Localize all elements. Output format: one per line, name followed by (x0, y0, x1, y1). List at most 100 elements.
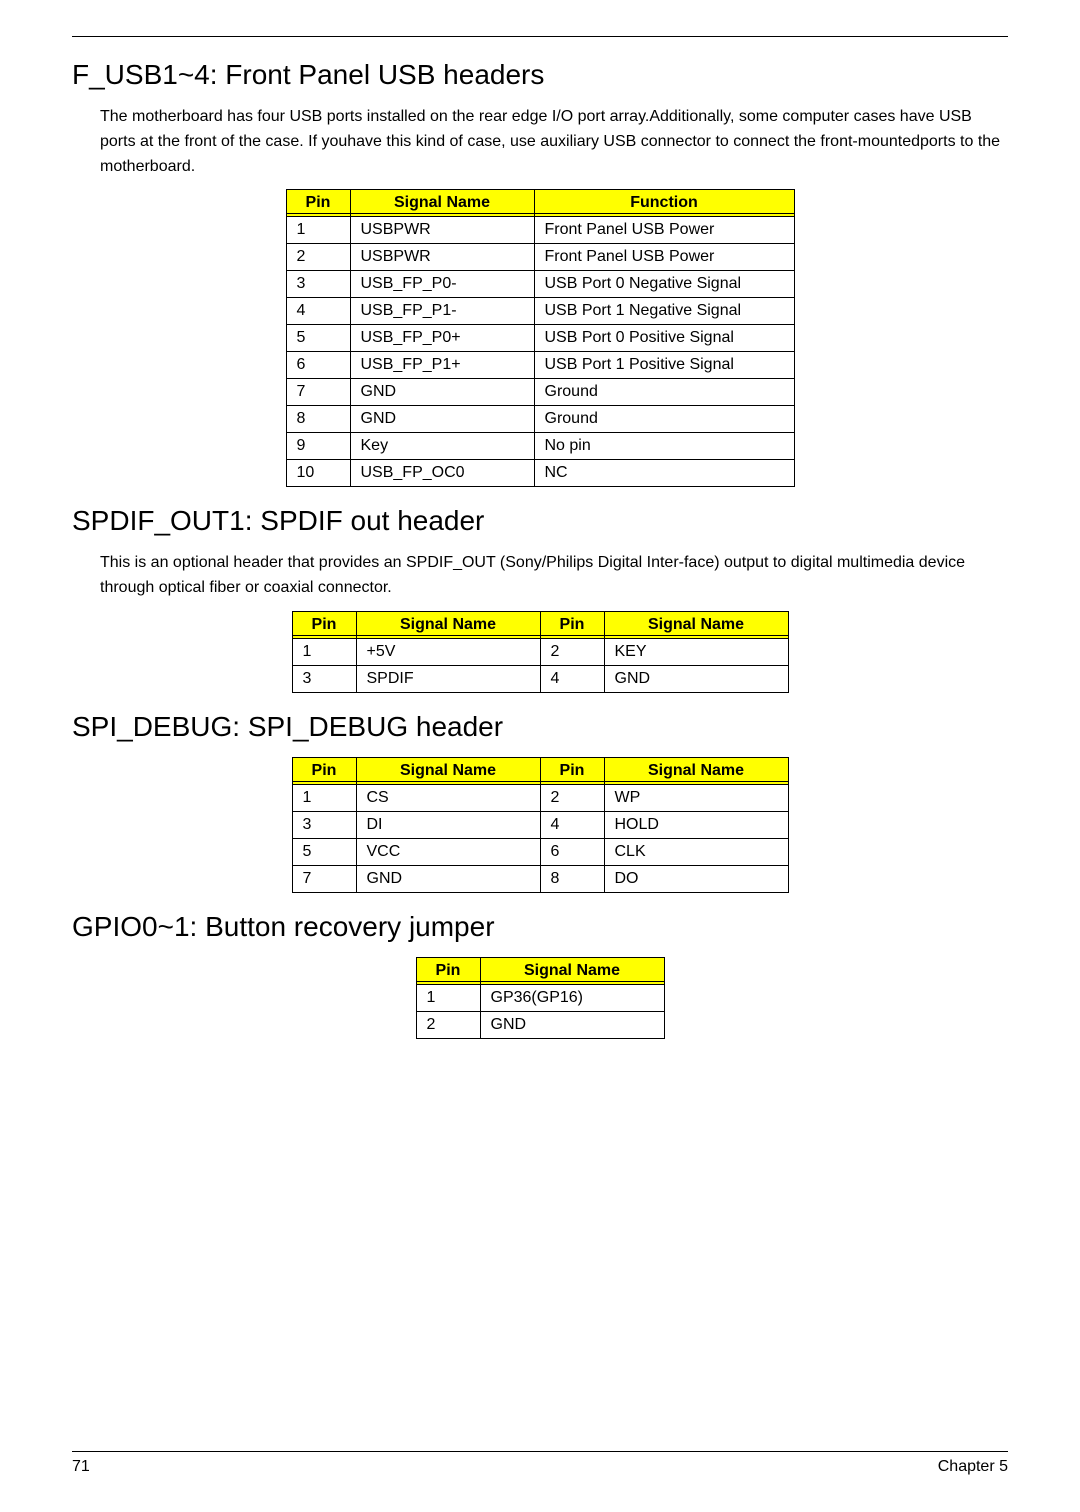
cell-function: NC (534, 460, 794, 487)
cell-signal: USB_FP_P1+ (350, 352, 534, 379)
cell-pin: 4 (286, 298, 350, 325)
cell-pin: 8 (540, 865, 604, 892)
table-fusb: Pin Signal Name Function 1USBPWRFront Pa… (286, 189, 795, 487)
cell-pin: 6 (540, 838, 604, 865)
cell-pin: 7 (292, 865, 356, 892)
section-paragraph-spdif: This is an optional header that provides… (100, 551, 1008, 601)
table-row: 3SPDIF4GND (292, 665, 788, 692)
table-row: 3DI4HOLD (292, 811, 788, 838)
section-title-spidebug: SPI_DEBUG: SPI_DEBUG header (72, 711, 1008, 743)
cell-signal: GND (480, 1011, 664, 1038)
cell-signal: +5V (356, 638, 540, 665)
table-header-signal: Signal Name (480, 957, 664, 984)
table-header-pin: Pin (292, 757, 356, 784)
cell-pin: 1 (292, 784, 356, 811)
table-header-pin: Pin (292, 611, 356, 638)
cell-signal: GND (356, 865, 540, 892)
section-title-gpio: GPIO0~1: Button recovery jumper (72, 911, 1008, 943)
cell-pin: 9 (286, 433, 350, 460)
cell-pin: 8 (286, 406, 350, 433)
section-title-fusb: F_USB1~4: Front Panel USB headers (72, 59, 1008, 91)
cell-pin: 1 (292, 638, 356, 665)
table-header-signal: Signal Name (604, 611, 788, 638)
chapter-label: Chapter 5 (938, 1458, 1008, 1476)
table-row: 7GNDGround (286, 379, 794, 406)
table-header-signal: Signal Name (356, 611, 540, 638)
cell-pin: 5 (292, 838, 356, 865)
table-row: 2USBPWRFront Panel USB Power (286, 244, 794, 271)
cell-pin: 5 (286, 325, 350, 352)
table-row: 6USB_FP_P1+USB Port 1 Positive Signal (286, 352, 794, 379)
cell-function: Front Panel USB Power (534, 244, 794, 271)
cell-signal: USBPWR (350, 217, 534, 244)
cell-pin: 4 (540, 665, 604, 692)
cell-pin: 1 (286, 217, 350, 244)
cell-signal: VCC (356, 838, 540, 865)
cell-function: USB Port 0 Negative Signal (534, 271, 794, 298)
cell-signal: USB_FP_P1- (350, 298, 534, 325)
table-row: 7GND8DO (292, 865, 788, 892)
table-header-signal: Signal Name (604, 757, 788, 784)
cell-signal: SPDIF (356, 665, 540, 692)
table-header-row: Pin Signal Name Function (286, 190, 794, 217)
table-header-pin: Pin (540, 611, 604, 638)
cell-pin: 2 (416, 1011, 480, 1038)
cell-pin: 7 (286, 379, 350, 406)
cell-function: USB Port 0 Positive Signal (534, 325, 794, 352)
cell-signal: WP (604, 784, 788, 811)
page-footer: 71 Chapter 5 (72, 1451, 1008, 1476)
table-header-function: Function (534, 190, 794, 217)
section-paragraph-fusb: The motherboard has four USB ports insta… (100, 105, 1008, 179)
table-row: 1CS2WP (292, 784, 788, 811)
page-number: 71 (72, 1458, 90, 1476)
table-row: 5VCC6CLK (292, 838, 788, 865)
cell-signal: USBPWR (350, 244, 534, 271)
table-header-row: Pin Signal Name (416, 957, 664, 984)
table-row: 1GP36(GP16) (416, 984, 664, 1011)
table-row: 5USB_FP_P0+USB Port 0 Positive Signal (286, 325, 794, 352)
table-header-pin: Pin (286, 190, 350, 217)
table-row: 1+5V2KEY (292, 638, 788, 665)
table-row: 2GND (416, 1011, 664, 1038)
cell-pin: 2 (286, 244, 350, 271)
table-spidebug: Pin Signal Name Pin Signal Name 1CS2WP 3… (292, 757, 789, 893)
cell-signal: GND (350, 406, 534, 433)
table-header-signal: Signal Name (356, 757, 540, 784)
table-header-row: Pin Signal Name Pin Signal Name (292, 611, 788, 638)
cell-function: Front Panel USB Power (534, 217, 794, 244)
top-horizontal-rule (72, 36, 1008, 37)
cell-pin: 4 (540, 811, 604, 838)
cell-signal: KEY (604, 638, 788, 665)
cell-pin: 2 (540, 784, 604, 811)
cell-pin: 3 (292, 665, 356, 692)
cell-signal: CS (356, 784, 540, 811)
cell-signal: USB_FP_OC0 (350, 460, 534, 487)
cell-pin: 2 (540, 638, 604, 665)
cell-signal: GND (604, 665, 788, 692)
cell-pin: 10 (286, 460, 350, 487)
section-title-spdif: SPDIF_OUT1: SPDIF out header (72, 505, 1008, 537)
table-header-pin: Pin (416, 957, 480, 984)
cell-function: No pin (534, 433, 794, 460)
cell-function: Ground (534, 379, 794, 406)
page-content: F_USB1~4: Front Panel USB headers The mo… (0, 0, 1080, 1093)
table-header-row: Pin Signal Name Pin Signal Name (292, 757, 788, 784)
cell-pin: 6 (286, 352, 350, 379)
table-header-signal: Signal Name (350, 190, 534, 217)
cell-signal: USB_FP_P0+ (350, 325, 534, 352)
cell-function: Ground (534, 406, 794, 433)
table-spdif: Pin Signal Name Pin Signal Name 1+5V2KEY… (292, 611, 789, 693)
table-row: 4USB_FP_P1-USB Port 1 Negative Signal (286, 298, 794, 325)
table-header-pin: Pin (540, 757, 604, 784)
cell-signal: CLK (604, 838, 788, 865)
table-row: 1USBPWRFront Panel USB Power (286, 217, 794, 244)
cell-signal: Key (350, 433, 534, 460)
cell-signal: GND (350, 379, 534, 406)
table-row: 8GNDGround (286, 406, 794, 433)
cell-signal: USB_FP_P0- (350, 271, 534, 298)
table-gpio: Pin Signal Name 1GP36(GP16) 2GND (416, 957, 665, 1039)
table-row: 9KeyNo pin (286, 433, 794, 460)
cell-signal: DI (356, 811, 540, 838)
table-row: 3USB_FP_P0-USB Port 0 Negative Signal (286, 271, 794, 298)
table-row: 10USB_FP_OC0NC (286, 460, 794, 487)
